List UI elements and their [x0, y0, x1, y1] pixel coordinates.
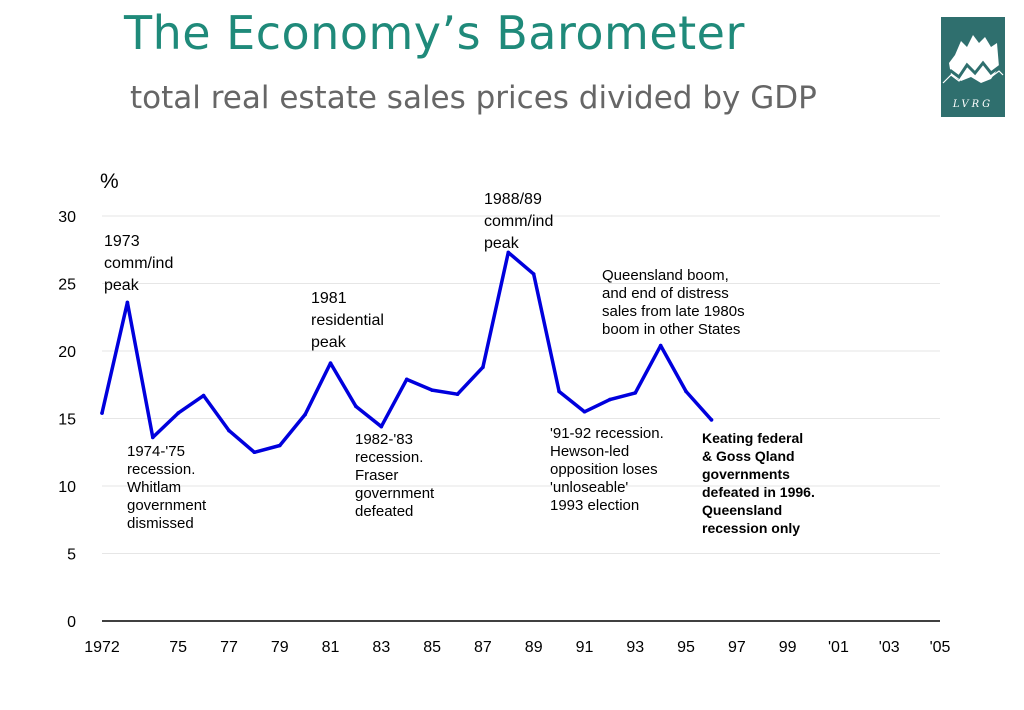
data-point: [506, 250, 511, 255]
y-tick-label: 30: [58, 209, 76, 226]
annotation-1996-defeat: Keating federal & Goss Qland governments…: [702, 430, 815, 536]
data-point: [557, 389, 561, 394]
data-point: [633, 391, 638, 395]
x-tick-label: 77: [220, 639, 238, 656]
data-point: [582, 409, 587, 414]
x-tick-label: 95: [677, 639, 695, 656]
logo-text: LVRG: [952, 99, 993, 110]
data-point: [176, 411, 180, 415]
x-tick-label: 87: [474, 639, 492, 656]
y-tick-label: 10: [58, 479, 76, 496]
annotation-1973-peak: 1973 comm/ind peak: [104, 233, 174, 294]
data-point: [379, 424, 384, 429]
x-tick-label: 85: [423, 639, 441, 656]
data-point: [684, 389, 688, 394]
x-tick-label: 75: [169, 639, 187, 656]
data-point: [354, 404, 358, 409]
annotation-1981-peak: 1981 residential peak: [311, 290, 384, 351]
data-point: [455, 392, 460, 397]
y-tick-label: 20: [58, 344, 76, 361]
data-point: [277, 443, 282, 448]
data-point: [100, 411, 104, 415]
x-tick-label: 91: [576, 639, 594, 656]
y-tick-label: 25: [58, 277, 76, 294]
annotation-1991-recession: '91-92 recession. Hewson-led opposition …: [550, 425, 664, 514]
data-point: [252, 450, 257, 455]
data-point: [658, 343, 663, 348]
page-title: The Economy’s Barometer: [124, 6, 745, 60]
lvrg-logo-icon: LVRG: [941, 17, 1005, 117]
annotation-1988-peak: 1988/89 comm/ind peak: [484, 191, 554, 252]
data-point: [150, 435, 155, 440]
data-point: [201, 393, 206, 398]
y-unit-label: %: [100, 170, 119, 193]
annotation-1982-recession: 1982-'83 recession. Fraser government de…: [355, 431, 435, 520]
x-tick-label: 89: [525, 639, 543, 656]
x-tick-label: 99: [779, 639, 797, 656]
data-point: [531, 272, 536, 276]
x-tick-label: '03: [879, 639, 900, 656]
x-tick-label: 97: [728, 639, 746, 656]
data-point: [328, 361, 333, 365]
data-point: [608, 397, 612, 402]
x-tick-label: 93: [626, 639, 644, 656]
page-subtitle: total real estate sales prices divided b…: [130, 80, 817, 116]
annotation-1974-recession: 1974-'75 recession. Whitlam government d…: [127, 443, 207, 532]
data-point: [430, 388, 434, 392]
data-point: [125, 300, 130, 305]
data-point: [481, 365, 485, 370]
x-tick-label: '05: [930, 639, 951, 656]
x-tick-label: 79: [271, 639, 289, 656]
y-tick-label: 0: [67, 614, 76, 631]
data-point: [303, 412, 307, 417]
annotation-queensland-boom: Queensland boom, and end of distress sal…: [602, 267, 745, 338]
x-tick-label: 81: [322, 639, 340, 656]
data-point: [404, 377, 409, 382]
y-tick-label: 15: [58, 412, 76, 429]
x-tick-label: 1972: [84, 639, 120, 656]
data-point: [227, 428, 231, 433]
x-tick-label: 83: [372, 639, 390, 656]
y-tick-label: 5: [67, 547, 76, 564]
data-point: [709, 418, 714, 422]
x-tick-label: '01: [828, 639, 849, 656]
